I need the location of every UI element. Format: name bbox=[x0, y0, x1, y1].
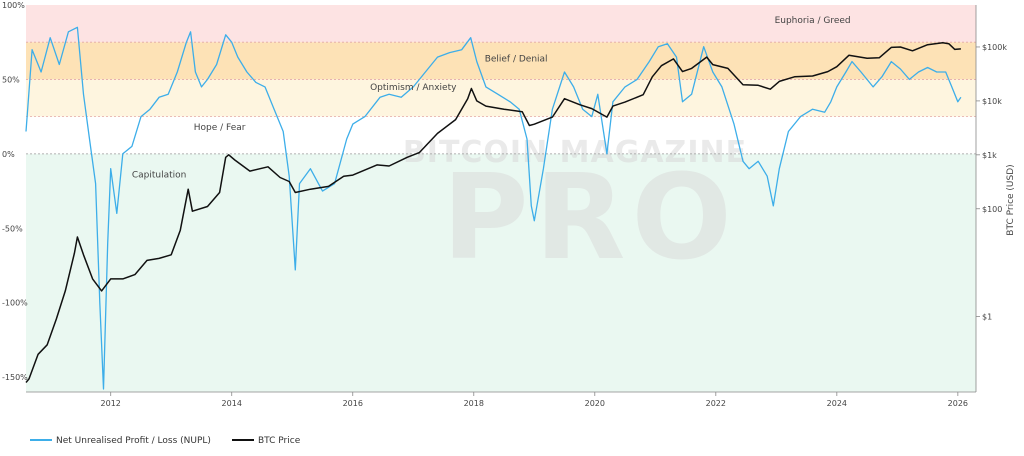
series-layer bbox=[25, 26, 962, 390]
series-line-btc-price[interactable] bbox=[25, 41, 961, 383]
y-left-tick-label: -50% bbox=[2, 224, 23, 233]
zone-bands bbox=[26, 5, 976, 392]
watermark-line1: BITCOIN MAGAZINE bbox=[403, 135, 747, 170]
y-left-tick-label: -150% bbox=[2, 373, 28, 382]
axes: 2012 2014 2016 2018 2020 2022 2024 2026 100% 50% 0… bbox=[2, 1, 1016, 408]
y-left-tick-label: 0% bbox=[2, 150, 15, 159]
x-tick-label: 2014 bbox=[222, 399, 242, 408]
x-tick-label: 2026 bbox=[948, 399, 968, 408]
zone-label-optimism-anxiety: Optimism / Anxiety bbox=[370, 83, 457, 93]
zone-band-hope-fear bbox=[26, 116, 976, 154]
zone-band-optimism-anxiety bbox=[26, 79, 976, 117]
y-right-tick-label: $100 bbox=[982, 205, 1002, 214]
y-right-tick-label: $10k bbox=[982, 97, 1002, 106]
y-right-tick-label: $1k bbox=[982, 151, 997, 160]
watermark-line2: PRO bbox=[442, 148, 738, 286]
zone-band-euphoria-greed bbox=[26, 5, 976, 43]
x-tick-label: 2022 bbox=[706, 399, 726, 408]
zone-label-hope-fear: Hope / Fear bbox=[194, 123, 246, 133]
zone-band-capitulation bbox=[26, 153, 976, 392]
y-right-tick-label: $100k bbox=[982, 43, 1007, 52]
zone-label-belief-denial: Belief / Denial bbox=[485, 55, 548, 65]
y-right-axis-title: BTC Price (USD) bbox=[1006, 164, 1016, 235]
x-tick-label: 2024 bbox=[827, 399, 847, 408]
series-line-net-unrealised-profit-loss-nupl[interactable] bbox=[25, 26, 962, 390]
legend-label-nupl[interactable]: Net Unrealised Profit / Loss (NUPL) bbox=[56, 436, 211, 446]
watermark: BITCOIN MAGAZINE PRO bbox=[403, 135, 747, 286]
y-left-tick-label: 100% bbox=[2, 1, 25, 10]
y-right-tick-label: $1 bbox=[982, 313, 992, 322]
legend: Net Unrealised Profit / Loss (NUPL) BTC … bbox=[30, 436, 301, 446]
zone-labels: Euphoria / Greed Belief / Denial Optimism … bbox=[132, 16, 851, 181]
zone-label-capitulation: Capitulation bbox=[132, 171, 187, 181]
x-tick-label: 2016 bbox=[343, 399, 363, 408]
x-tick-label: 2020 bbox=[585, 399, 605, 408]
x-tick-label: 2012 bbox=[101, 399, 121, 408]
y-left-tick-label: 50% bbox=[2, 75, 20, 84]
zone-label-euphoria-greed: Euphoria / Greed bbox=[775, 16, 851, 26]
y-left-tick-label: -100% bbox=[2, 299, 28, 308]
x-tick-label: 2018 bbox=[464, 399, 484, 408]
legend-label-btc[interactable]: BTC Price bbox=[258, 436, 301, 446]
